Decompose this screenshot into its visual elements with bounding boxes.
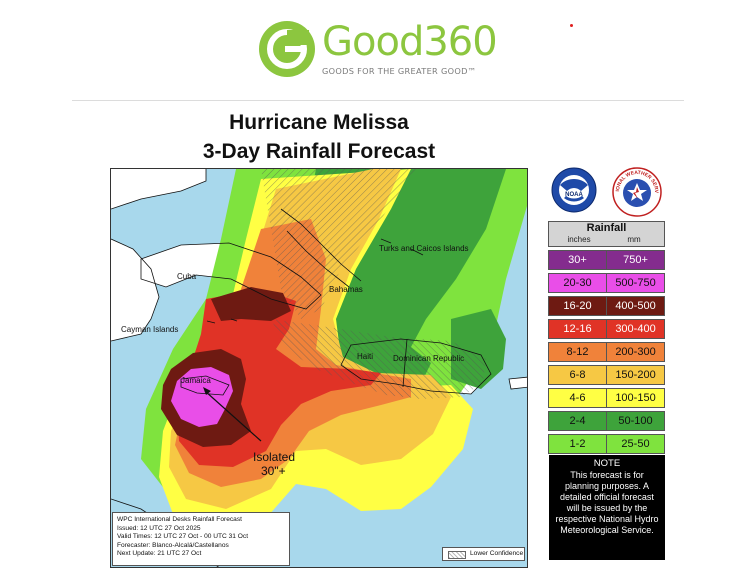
logo-wordmark: Good360 xyxy=(322,19,498,65)
info-line-issued: Issued: 12 UTC 27 Oct 2025 xyxy=(117,524,201,532)
lower-confidence-swatch xyxy=(448,551,466,559)
lower-confidence-area-north xyxy=(261,169,416,319)
label-turks-caicos: Turks and Caicos Islands xyxy=(379,244,469,253)
legend-value-mm: 50-100 xyxy=(606,412,664,430)
legend-value-mm: 100-150 xyxy=(606,389,664,407)
legend-row: 2-4 50-100 xyxy=(548,411,665,431)
legend-header: Rainfall inches mm xyxy=(548,221,665,247)
legend-value-inches: 2-4 xyxy=(569,415,586,427)
legend-value-inches: 6-8 xyxy=(569,369,586,381)
florida-land xyxy=(111,169,206,209)
legend-value-inches: 12-16 xyxy=(563,323,592,335)
legend-row: 4-6 100-150 xyxy=(548,388,665,408)
info-line-valid: Valid Times: 12 UTC 27 Oct - 00 UTC 31 O… xyxy=(117,533,249,541)
note-title: NOTE xyxy=(593,458,621,469)
legend-value-inches: 16-20 xyxy=(563,300,592,312)
legend-row: 8-12 200-300 xyxy=(548,342,665,362)
legend-row: 6-8 150-200 xyxy=(548,365,665,385)
label-dominican-republic: Dominican Republic xyxy=(393,354,464,363)
label-isolated-amount: 30"+ xyxy=(261,464,286,478)
map-subtitle: 3-Day Rainfall Forecast xyxy=(202,140,436,163)
legend-value-mm: 25-50 xyxy=(606,435,664,453)
header-divider xyxy=(72,100,684,101)
legend-value-inches: 30+ xyxy=(568,254,587,266)
legend-value-mm: 150-200 xyxy=(606,366,664,384)
legend-rows: 30+ 750+ 20-30 500-750 16-20 400-500 12-16 300-… xyxy=(548,250,665,454)
legend-value-inches: 8-12 xyxy=(566,346,589,358)
legend-value-mm: 200-300 xyxy=(606,343,664,361)
label-bahamas: Bahamas xyxy=(329,285,363,294)
rainfall-map: Cuba Bahamas Turks and Caicos Islands Ca… xyxy=(110,168,528,568)
legend-value-inches: 4-6 xyxy=(569,392,586,404)
label-cuba: Cuba xyxy=(177,272,197,281)
legend-value-mm: 500-750 xyxy=(606,274,664,292)
legend-row: 20-30 500-750 xyxy=(548,273,665,293)
noaa-logo-icon: NOAA xyxy=(551,167,597,213)
legend-value-inches: 1-2 xyxy=(569,438,586,450)
rainfall-legend: Rainfall inches mm 30+ 750+ 20-30 500-750 16-… xyxy=(548,221,665,454)
logo-tagline: GOODS FOR THE GREATER GOOD™ xyxy=(322,66,477,76)
legend-unit-inches: inches xyxy=(567,235,591,244)
legend-value-mm: 400-500 xyxy=(606,297,664,315)
info-line-forecaster: Forecaster: Blanco-Alcalá/Castellanos xyxy=(117,541,229,549)
label-cayman-islands: Cayman Islands xyxy=(121,325,178,334)
map-title: Hurricane Melissa xyxy=(229,111,409,134)
rainfall-zone-20-30 xyxy=(171,367,233,427)
good360-logo: Good360 GOODS FOR THE GREATER GOOD™ xyxy=(258,18,508,80)
note-text: This forecast is for planning purposes. … xyxy=(555,470,659,535)
red-dot-marker xyxy=(570,24,573,27)
info-line-product: WPC International Desks Rainfall Forecas… xyxy=(117,516,242,523)
legend-row: 12-16 300-400 xyxy=(548,319,665,339)
rainfall-zone-16-20-cuba xyxy=(211,287,291,321)
nws-logo-icon: NATIONAL WEATHER SERVICE xyxy=(612,167,662,217)
lower-confidence-label: Lower Confidence xyxy=(470,550,524,557)
lower-confidence-area-south xyxy=(271,319,486,399)
legend-unit-mm: mm xyxy=(627,235,641,244)
lower-confidence-legend: Lower Confidence xyxy=(442,547,525,561)
legend-value-inches: 20-30 xyxy=(563,277,592,289)
isolated-pointer-arrow xyxy=(203,387,211,395)
legend-value-mm: 750+ xyxy=(606,251,664,269)
good360-g-icon xyxy=(259,21,315,77)
legend-title: Rainfall xyxy=(586,222,627,234)
note-box: NOTE This forecast is for planning purpo… xyxy=(549,455,665,560)
legend-row: 1-2 25-50 xyxy=(548,434,665,454)
label-isolated: Isolated xyxy=(253,450,295,464)
puerto-rico-land xyxy=(509,377,527,389)
rainfall-map-svg: Cuba Bahamas Turks and Caicos Islands Ca… xyxy=(111,169,527,567)
label-jamaica: Jamaica xyxy=(181,376,211,385)
forecast-info-box: WPC International Desks Rainfall Forecas… xyxy=(112,512,290,566)
legend-value-mm: 300-400 xyxy=(606,320,664,338)
isolated-pointer-line xyxy=(204,390,262,442)
noaa-seal-text: NOAA xyxy=(565,192,583,198)
legend-row: 30+ 750+ xyxy=(548,250,665,270)
legend-row: 16-20 400-500 xyxy=(548,296,665,316)
label-haiti: Haiti xyxy=(357,352,373,361)
legend-units: inches mm xyxy=(549,235,664,244)
mexico-land xyxy=(111,239,159,341)
info-line-next-update: Next Update: 21 UTC 27 Oct xyxy=(117,550,202,558)
